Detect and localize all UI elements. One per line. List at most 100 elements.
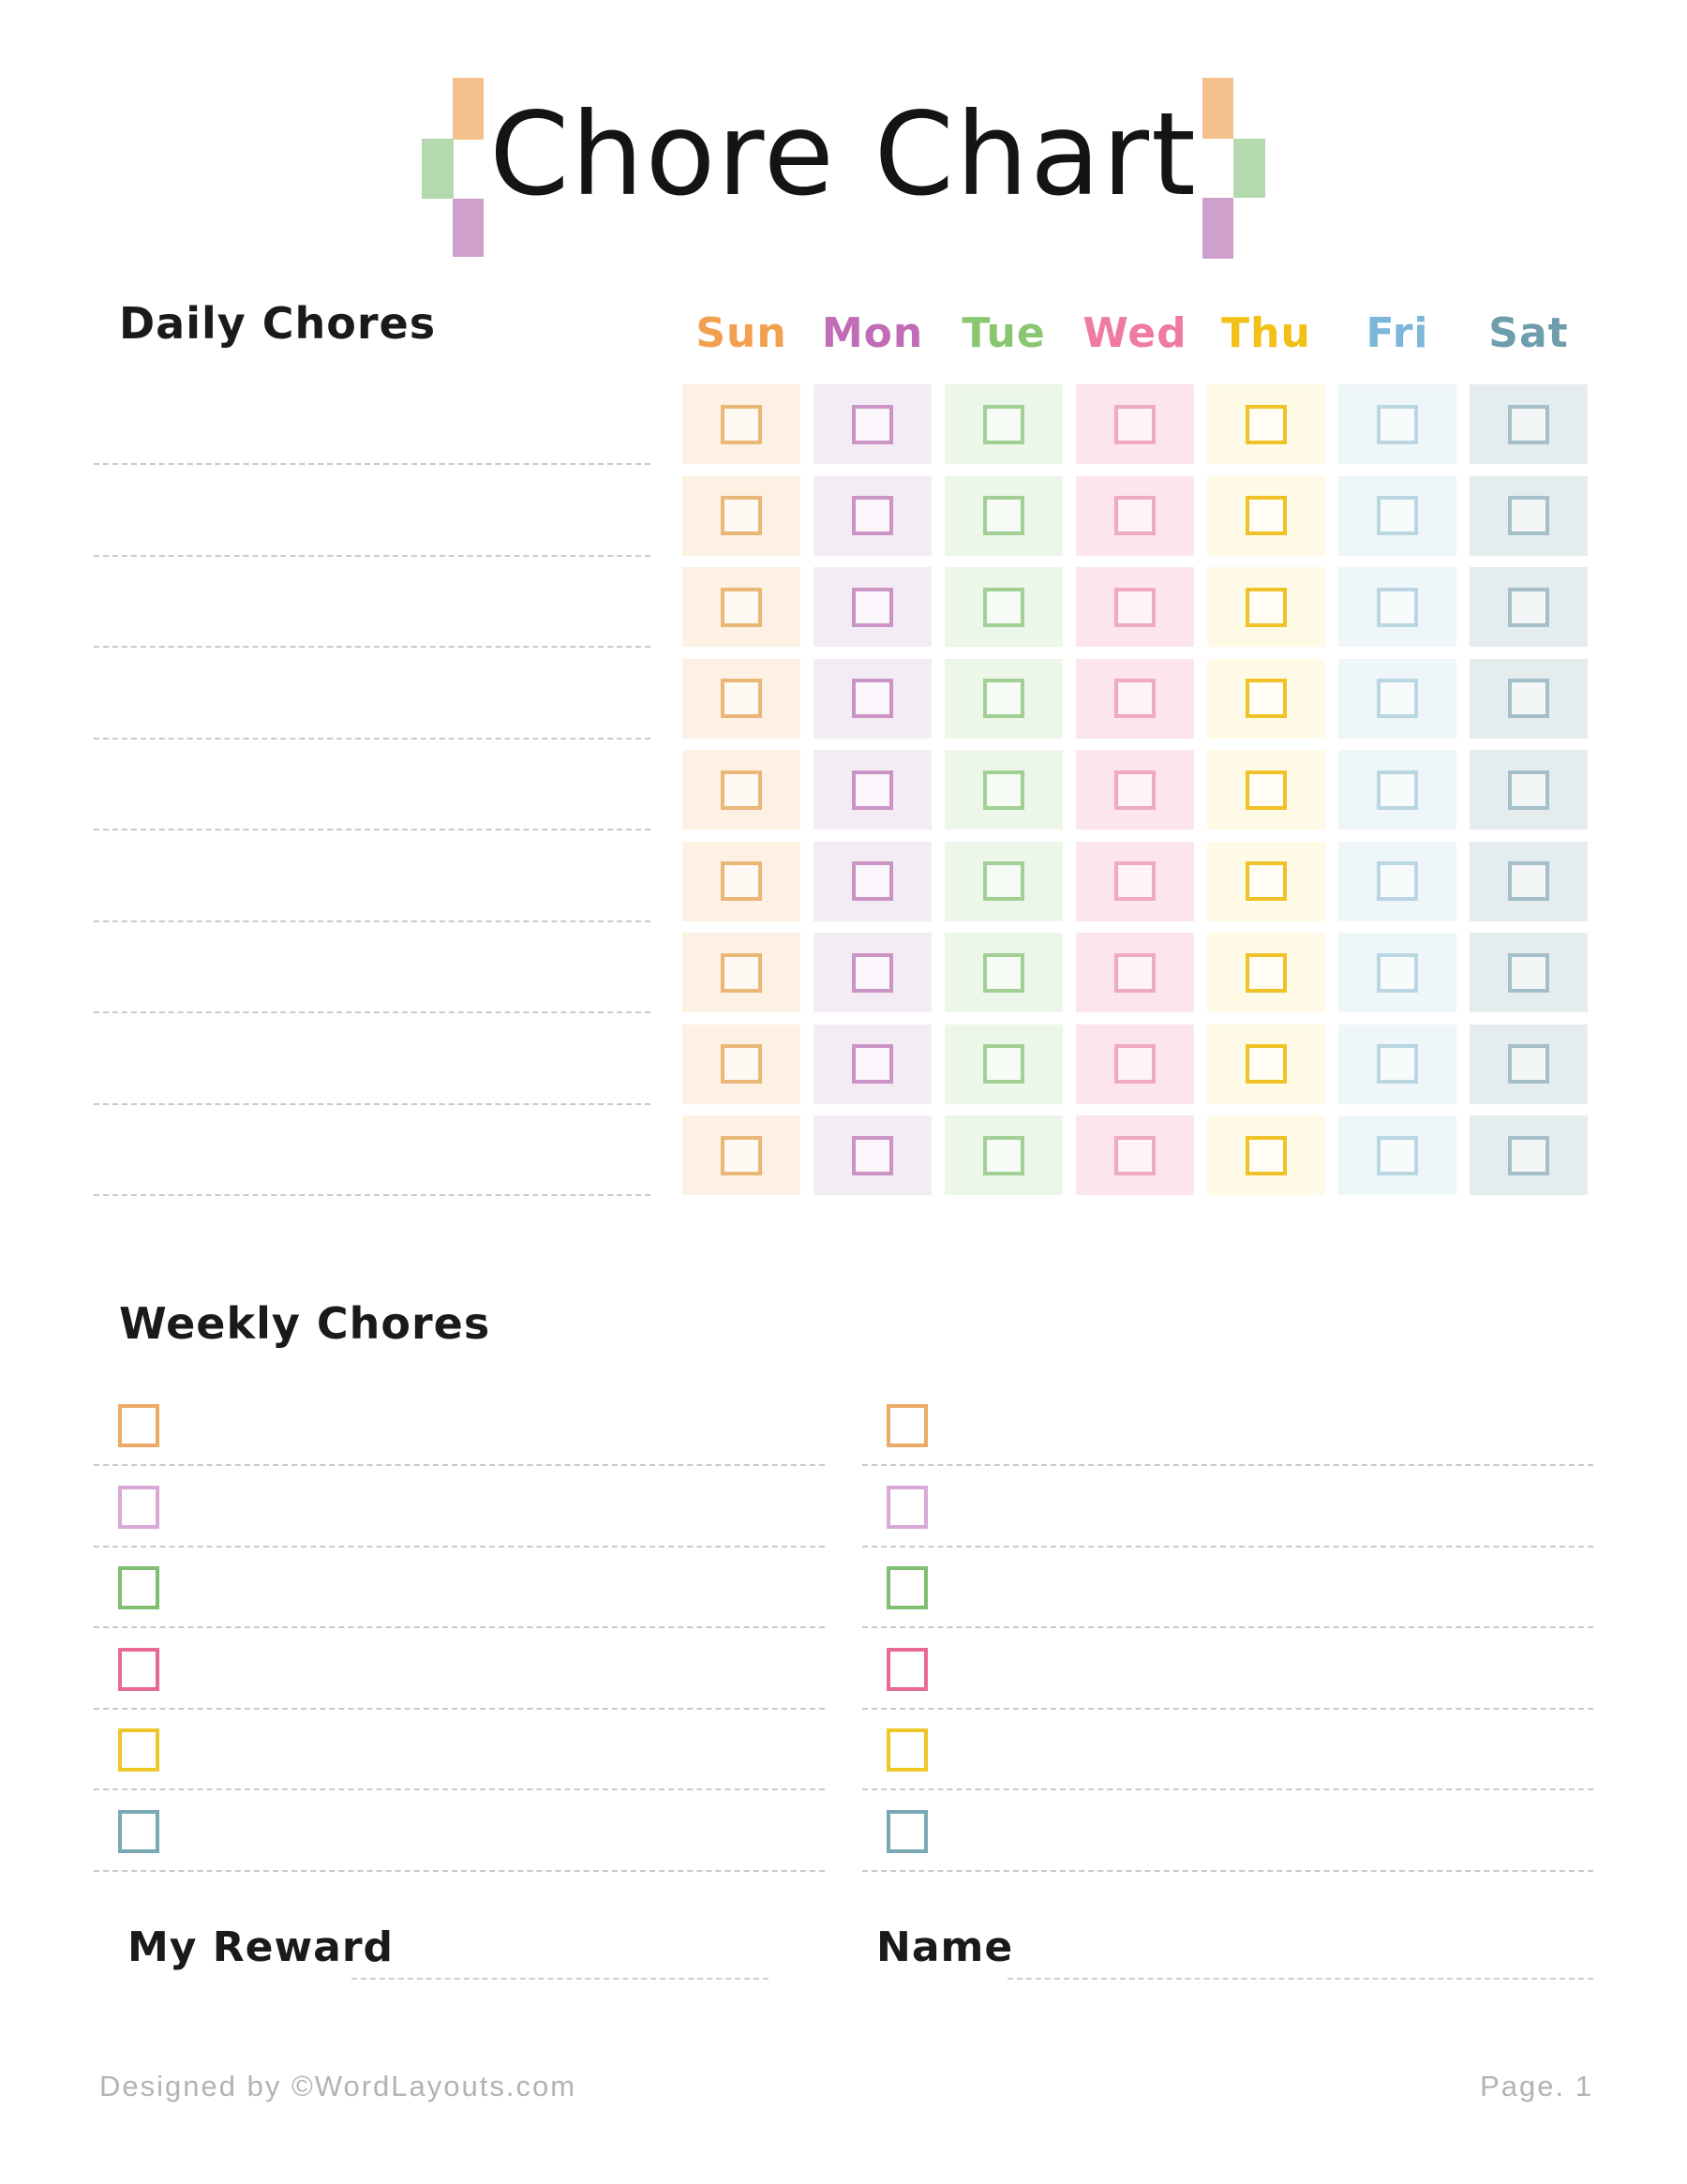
daily-checkbox-fri-row5[interactable]	[1377, 770, 1418, 810]
daily-checkbox-mon-row5[interactable]	[852, 770, 893, 810]
daily-chore-line-3[interactable]	[94, 646, 650, 648]
daily-checkbox-wed-row9[interactable]	[1114, 1135, 1156, 1175]
daily-checkbox-wed-row2[interactable]	[1114, 496, 1156, 535]
daily-checkbox-fri-row1[interactable]	[1377, 404, 1418, 444]
daily-checkbox-tue-row1[interactable]	[983, 404, 1024, 444]
weekly-chore-line-col1-4[interactable]	[94, 1707, 825, 1710]
weekly-checkbox-col2-5[interactable]	[887, 1728, 928, 1773]
daily-checkbox-thu-row7[interactable]	[1246, 952, 1287, 993]
daily-checkbox-sun-row7[interactable]	[721, 952, 762, 993]
weekly-chore-line-col2-2[interactable]	[862, 1545, 1593, 1548]
daily-checkbox-sun-row4[interactable]	[721, 679, 762, 718]
daily-checkbox-wed-row3[interactable]	[1114, 587, 1156, 627]
daily-checkbox-thu-row8[interactable]	[1246, 1044, 1287, 1084]
weekly-checkbox-col2-3[interactable]	[887, 1566, 928, 1610]
daily-chore-line-8[interactable]	[94, 1102, 650, 1105]
daily-checkbox-mon-row6[interactable]	[852, 861, 893, 901]
daily-checkbox-sat-row7[interactable]	[1508, 952, 1549, 993]
daily-checkbox-sun-row6[interactable]	[721, 861, 762, 901]
weekly-checkbox-col1-2[interactable]	[118, 1485, 159, 1529]
daily-chore-line-6[interactable]	[94, 920, 650, 922]
daily-checkbox-sun-row5[interactable]	[721, 770, 762, 810]
daily-grid	[682, 384, 1588, 1195]
weekly-checkbox-col1-6[interactable]	[118, 1809, 159, 1853]
daily-chore-line-4[interactable]	[94, 737, 650, 740]
daily-checkbox-fri-row4[interactable]	[1377, 679, 1418, 718]
daily-chore-line-5[interactable]	[94, 829, 650, 830]
daily-checkbox-sat-row8[interactable]	[1508, 1044, 1549, 1084]
weekly-checkbox-col2-1[interactable]	[887, 1404, 928, 1447]
daily-checkbox-tue-row4[interactable]	[983, 679, 1024, 718]
name-input-line[interactable]	[1008, 1978, 1593, 1980]
daily-checkbox-thu-row3[interactable]	[1246, 587, 1287, 627]
daily-checkbox-mon-row1[interactable]	[852, 404, 893, 444]
daily-checkbox-fri-row6[interactable]	[1377, 861, 1418, 901]
daily-checkbox-wed-row4[interactable]	[1114, 679, 1156, 718]
weekly-chore-line-col1-5[interactable]	[94, 1788, 825, 1791]
weekly-chore-line-col1-1[interactable]	[94, 1464, 825, 1466]
daily-checkbox-thu-row6[interactable]	[1246, 861, 1287, 901]
my-reward-input-line[interactable]	[351, 1978, 769, 1980]
daily-checkbox-tue-row5[interactable]	[983, 770, 1024, 810]
daily-checkbox-wed-row7[interactable]	[1114, 952, 1156, 993]
daily-checkbox-mon-row3[interactable]	[852, 587, 893, 627]
daily-checkbox-sun-row8[interactable]	[721, 1044, 762, 1084]
daily-checkbox-fri-row2[interactable]	[1377, 496, 1418, 535]
daily-checkbox-sat-row6[interactable]	[1508, 861, 1549, 901]
daily-checkbox-sun-row3[interactable]	[721, 587, 762, 627]
daily-checkbox-wed-row6[interactable]	[1114, 861, 1156, 901]
daily-chore-line-9[interactable]	[94, 1194, 650, 1196]
daily-chore-line-7[interactable]	[94, 1011, 650, 1013]
daily-checkbox-thu-row5[interactable]	[1246, 770, 1287, 810]
daily-checkbox-sat-row5[interactable]	[1508, 770, 1549, 810]
daily-checkbox-thu-row4[interactable]	[1246, 679, 1287, 718]
weekly-chore-line-col1-2[interactable]	[94, 1545, 825, 1548]
daily-checkbox-fri-row7[interactable]	[1377, 952, 1418, 993]
daily-checkbox-wed-row1[interactable]	[1114, 404, 1156, 444]
weekly-chore-line-col2-5[interactable]	[862, 1788, 1593, 1791]
weekly-checkbox-col1-4[interactable]	[118, 1647, 159, 1691]
daily-checkbox-wed-row5[interactable]	[1114, 770, 1156, 810]
daily-checkbox-fri-row9[interactable]	[1377, 1135, 1418, 1175]
daily-checkbox-mon-row7[interactable]	[852, 952, 893, 993]
daily-checkbox-thu-row2[interactable]	[1246, 496, 1287, 535]
weekly-checkbox-col2-2[interactable]	[887, 1485, 928, 1529]
daily-checkbox-thu-row1[interactable]	[1246, 404, 1287, 444]
daily-checkbox-mon-row4[interactable]	[852, 679, 893, 718]
daily-checkbox-sat-row1[interactable]	[1508, 404, 1549, 444]
weekly-chore-line-col2-6[interactable]	[862, 1869, 1593, 1872]
weekly-checkbox-col1-3[interactable]	[118, 1566, 159, 1610]
weekly-chore-line-col2-1[interactable]	[862, 1464, 1593, 1466]
weekly-chore-line-col2-3[interactable]	[862, 1626, 1593, 1629]
weekly-checkbox-col1-1[interactable]	[118, 1404, 159, 1447]
daily-cell-sat-row5	[1470, 750, 1588, 830]
daily-checkbox-mon-row2[interactable]	[852, 496, 893, 535]
daily-chore-line-1[interactable]	[94, 463, 650, 465]
daily-checkbox-fri-row3[interactable]	[1377, 587, 1418, 627]
daily-checkbox-thu-row9[interactable]	[1246, 1135, 1287, 1175]
daily-checkbox-sun-row2[interactable]	[721, 496, 762, 535]
daily-checkbox-mon-row8[interactable]	[852, 1044, 893, 1084]
weekly-chore-line-col1-6[interactable]	[94, 1869, 825, 1872]
daily-checkbox-tue-row3[interactable]	[983, 587, 1024, 627]
daily-checkbox-fri-row8[interactable]	[1377, 1044, 1418, 1084]
daily-checkbox-sat-row2[interactable]	[1508, 496, 1549, 535]
daily-checkbox-tue-row8[interactable]	[983, 1044, 1024, 1084]
daily-checkbox-wed-row8[interactable]	[1114, 1044, 1156, 1084]
weekly-checkbox-col1-5[interactable]	[118, 1728, 159, 1773]
daily-checkbox-sat-row9[interactable]	[1508, 1135, 1549, 1175]
weekly-chore-line-col2-4[interactable]	[862, 1707, 1593, 1710]
weekly-checkbox-col2-6[interactable]	[887, 1809, 928, 1853]
daily-checkbox-sat-row4[interactable]	[1508, 679, 1549, 718]
daily-checkbox-tue-row9[interactable]	[983, 1135, 1024, 1175]
daily-checkbox-tue-row6[interactable]	[983, 861, 1024, 901]
daily-checkbox-sun-row9[interactable]	[721, 1135, 762, 1175]
weekly-checkbox-col2-4[interactable]	[887, 1647, 928, 1691]
daily-chore-line-2[interactable]	[94, 554, 650, 557]
daily-checkbox-tue-row7[interactable]	[983, 952, 1024, 993]
weekly-chore-line-col1-3[interactable]	[94, 1626, 825, 1629]
daily-checkbox-tue-row2[interactable]	[983, 496, 1024, 535]
daily-checkbox-mon-row9[interactable]	[852, 1135, 893, 1175]
daily-checkbox-sat-row3[interactable]	[1508, 587, 1549, 627]
daily-checkbox-sun-row1[interactable]	[721, 404, 762, 444]
